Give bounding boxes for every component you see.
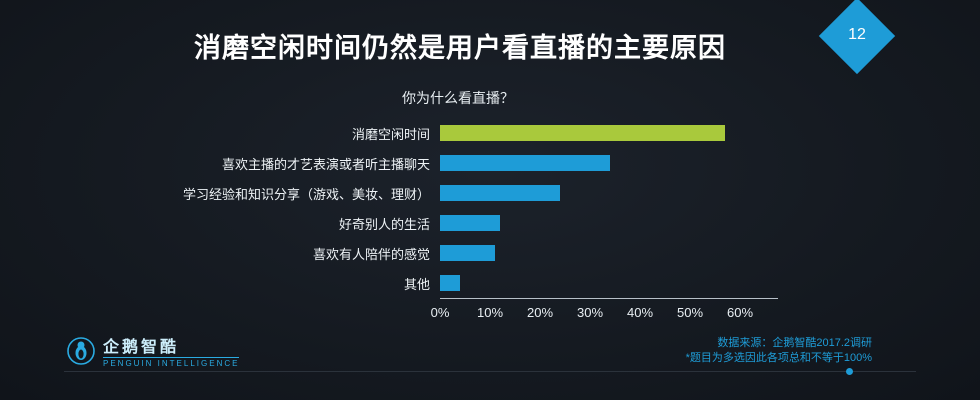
chart-title: 你为什么看直播？: [402, 90, 514, 106]
bar-track: [440, 148, 785, 178]
category-label: 学习经验和知识分享（游戏、美妆、理财）: [182, 186, 430, 202]
bar: [440, 275, 460, 291]
footer-notes: 数据来源：企鹅智酷2017.2调研 *题目为多选因此各项总和不等于100%: [686, 336, 872, 366]
x-axis-ticks: 0% 10% 20% 30% 40% 50% 60%: [431, 299, 785, 321]
chart-row: 好奇别人的生活: [130, 208, 785, 238]
chart-row: 其他: [130, 268, 785, 298]
x-axis-tick-label: 60%: [726, 305, 754, 320]
bar: [440, 125, 725, 141]
bar: [440, 185, 560, 201]
penguin-logo-icon: [66, 336, 96, 371]
bar-rows: 消磨空闲时间喜欢主播的才艺表演或者听主播聊天学习经验和知识分享（游戏、美妆、理财…: [130, 118, 785, 298]
x-axis-tick-label: 30%: [576, 305, 604, 320]
chart-row: 喜欢主播的才艺表演或者听主播聊天: [130, 148, 785, 178]
category-label: 其他: [403, 276, 430, 292]
bar: [440, 215, 500, 231]
multi-select-note: *题目为多选因此各项总和不等于100%: [685, 352, 872, 364]
brand-logo: 企鹅智酷 PENGUIN INTELLIGENCE: [66, 336, 240, 371]
x-axis-tick-label: 20%: [526, 305, 554, 320]
data-source-note: 数据来源：企鹅智酷2017.2调研: [717, 337, 872, 349]
chart-row: 喜欢有人陪伴的感觉: [130, 238, 785, 268]
chart-row: 消磨空闲时间: [130, 118, 785, 148]
category-label: 消磨空闲时间: [351, 126, 430, 142]
x-axis-line: [440, 298, 778, 299]
x-axis: 0% 10% 20% 30% 40% 50% 60%: [431, 298, 785, 321]
bar-track: [440, 178, 785, 208]
x-axis-tick-label: 0%: [430, 305, 450, 320]
bar: [440, 245, 495, 261]
page-number: 12: [848, 26, 866, 43]
category-label: 好奇别人的生活: [338, 216, 430, 232]
page-title: 消磨空闲时间仍然是用户看直播的主要原因: [194, 33, 726, 63]
bar-track: [440, 208, 785, 238]
bar: [440, 155, 610, 171]
bar-track: [440, 268, 785, 298]
logo-subtext: PENGUIN INTELLIGENCE: [103, 357, 240, 368]
x-axis-tick-label: 10%: [476, 305, 504, 320]
bar-track: [440, 118, 785, 148]
x-axis-tick-label: 50%: [676, 305, 704, 320]
bar-track: [440, 238, 785, 268]
bottom-divider: [64, 371, 916, 372]
divider-dot: [846, 368, 853, 375]
category-label: 喜欢有人陪伴的感觉: [312, 246, 430, 262]
bar-chart: 消磨空闲时间喜欢主播的才艺表演或者听主播聊天学习经验和知识分享（游戏、美妆、理财…: [130, 118, 785, 321]
logo-text: 企鹅智酷: [103, 339, 180, 356]
x-axis-tick-label: 40%: [626, 305, 654, 320]
chart-row: 学习经验和知识分享（游戏、美妆、理财）: [130, 178, 785, 208]
category-label: 喜欢主播的才艺表演或者听主播聊天: [221, 156, 430, 172]
